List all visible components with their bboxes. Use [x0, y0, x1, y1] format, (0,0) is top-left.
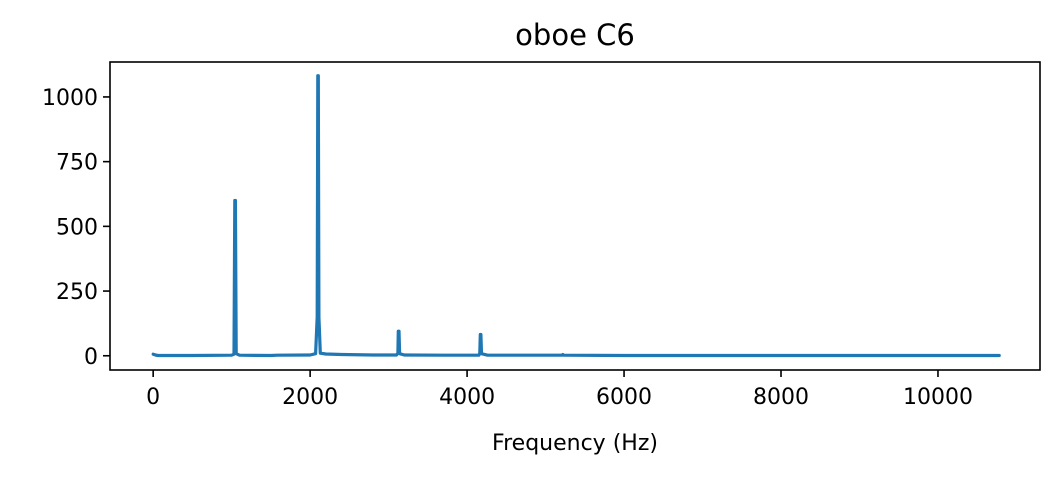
chart-title: oboe C6	[515, 18, 635, 52]
y-axis-ticks: 0 250 500 750 1000	[42, 86, 110, 370]
y-tick-label: 0	[84, 345, 98, 370]
x-tick-label: 6000	[596, 385, 652, 410]
spectrum-line	[151, 74, 1001, 358]
x-axis-ticks: 0 2000 4000 6000 8000 10000	[146, 370, 973, 410]
x-tick-label: 4000	[439, 385, 495, 410]
x-axis-label: Frequency (Hz)	[492, 431, 658, 456]
plot-area-frame	[109, 61, 1041, 371]
x-tick-label: 2000	[282, 385, 338, 410]
x-tick-label: 0	[146, 385, 160, 410]
y-tick-label: 750	[56, 151, 98, 176]
x-tick-label: 8000	[753, 385, 809, 410]
series-layer	[151, 74, 1001, 358]
y-tick-label: 1000	[42, 86, 98, 111]
y-tick-label: 250	[56, 280, 98, 305]
x-tick-label: 10000	[903, 385, 973, 410]
y-tick-label: 500	[56, 215, 98, 240]
